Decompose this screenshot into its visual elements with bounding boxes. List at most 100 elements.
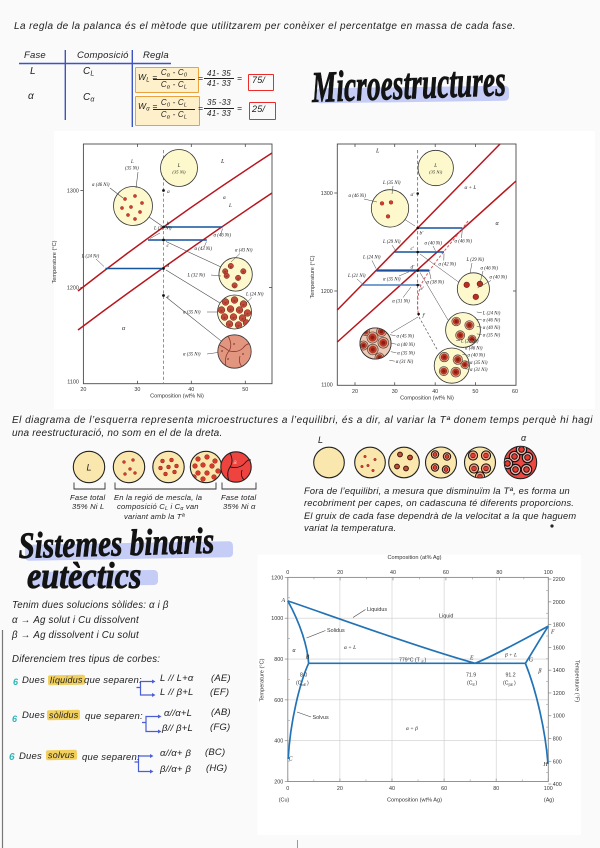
svg-text:α (40 Ni): α (40 Ni) bbox=[397, 343, 415, 348]
svg-text:α: α bbox=[496, 220, 500, 227]
svg-text:α: α bbox=[225, 300, 227, 304]
svg-text:a: a bbox=[233, 460, 237, 466]
svg-text:α (43 Ni): α (43 Ni) bbox=[195, 247, 213, 252]
svg-text:f′: f′ bbox=[423, 312, 426, 319]
svg-text:α (46 Ni): α (46 Ni) bbox=[92, 183, 110, 188]
svg-text:α (45 Ni): α (45 Ni) bbox=[397, 335, 415, 340]
svg-text:20: 20 bbox=[337, 570, 343, 576]
svg-text:800: 800 bbox=[553, 736, 562, 742]
svg-text:L: L bbox=[86, 463, 91, 473]
svg-text:α (40 Ni): α (40 Ni) bbox=[483, 326, 501, 331]
svg-text:α (40 Ni): α (40 Ni) bbox=[425, 242, 443, 247]
svg-text:Solvus: Solvus bbox=[313, 715, 329, 721]
svg-text:α: α bbox=[223, 195, 226, 201]
svg-text:50: 50 bbox=[472, 389, 478, 395]
svg-text:60: 60 bbox=[443, 570, 449, 576]
svg-text:α (40 Ni): α (40 Ni) bbox=[468, 354, 486, 359]
svg-text:1200: 1200 bbox=[67, 286, 79, 292]
svg-text:α (35 Ni): α (35 Ni) bbox=[183, 311, 201, 316]
svg-text:α (35 Ni): α (35 Ni) bbox=[183, 353, 201, 358]
svg-text:Composition (wt% Ni): Composition (wt% Ni) bbox=[400, 396, 454, 402]
svg-text:Composition (wt% Ag): Composition (wt% Ag) bbox=[387, 798, 442, 804]
svg-text:L (24 Ni): L (24 Ni) bbox=[81, 255, 100, 260]
svg-text:30: 30 bbox=[392, 389, 398, 395]
svg-text:L (29 Ni): L (29 Ni) bbox=[466, 258, 485, 263]
svg-text:d: d bbox=[167, 263, 170, 269]
svg-text:a: a bbox=[167, 189, 170, 195]
svg-text:α: α bbox=[224, 315, 226, 319]
svg-text:α: α bbox=[239, 308, 241, 312]
svg-text:α (43 Ni): α (43 Ni) bbox=[235, 249, 253, 254]
svg-text:(35 Ni): (35 Ni) bbox=[125, 167, 139, 172]
svg-text:40: 40 bbox=[390, 570, 396, 576]
svg-text:200: 200 bbox=[274, 780, 283, 786]
svg-text:L (24 Ni): L (24 Ni) bbox=[482, 312, 501, 317]
svg-text:91.2: 91.2 bbox=[506, 673, 516, 679]
svg-text:α: α bbox=[237, 276, 239, 280]
svg-text:100: 100 bbox=[544, 570, 553, 576]
svg-text:779°C (T: 779°C (T bbox=[399, 658, 421, 664]
svg-text:αE: αE bbox=[302, 683, 307, 687]
svg-text:α: α bbox=[224, 270, 226, 274]
svg-text:): ) bbox=[476, 681, 478, 687]
svg-text:E: E bbox=[469, 656, 474, 662]
svg-text:1100: 1100 bbox=[321, 383, 333, 389]
svg-text:Temperature (°C): Temperature (°C) bbox=[260, 658, 266, 701]
svg-text:600: 600 bbox=[274, 698, 283, 704]
svg-text:c: c bbox=[167, 243, 170, 249]
svg-text:α: α bbox=[221, 308, 223, 312]
svg-text:Composition (at% Ag): Composition (at% Ag) bbox=[387, 555, 441, 561]
svg-text:α: α bbox=[292, 648, 296, 654]
svg-text:β: β bbox=[538, 669, 542, 675]
svg-text:α: α bbox=[243, 302, 245, 306]
svg-text:α (40 Ni): α (40 Ni) bbox=[490, 276, 508, 281]
svg-text:L (32 Ni): L (32 Ni) bbox=[153, 227, 172, 232]
svg-text:2200: 2200 bbox=[553, 577, 565, 583]
svg-text:α (46 Ni): α (46 Ni) bbox=[465, 347, 483, 352]
svg-text:α (35 Ni): α (35 Ni) bbox=[470, 361, 488, 366]
svg-text:α (31 Ni): α (31 Ni) bbox=[470, 368, 488, 373]
svg-text:α (35 Ni): α (35 Ni) bbox=[483, 333, 501, 338]
svg-text:L: L bbox=[220, 158, 225, 165]
svg-text:(Cu): (Cu) bbox=[279, 798, 290, 804]
svg-text:α: α bbox=[242, 352, 245, 356]
svg-text:c′: c′ bbox=[411, 246, 415, 252]
svg-text:L: L bbox=[375, 148, 380, 155]
svg-text:Liquid: Liquid bbox=[439, 614, 453, 620]
svg-text:40: 40 bbox=[389, 786, 395, 792]
svg-text:L: L bbox=[433, 164, 437, 169]
svg-text:0: 0 bbox=[286, 570, 289, 576]
svg-text:E: E bbox=[422, 660, 425, 664]
svg-text:600: 600 bbox=[553, 759, 562, 765]
svg-text:α: α bbox=[226, 274, 228, 278]
svg-text:Composition (wt% Ni): Composition (wt% Ni) bbox=[150, 394, 204, 400]
svg-text:Liquidus: Liquidus bbox=[367, 607, 387, 613]
svg-text:60: 60 bbox=[441, 786, 447, 792]
svg-text:α (31 Ni): α (31 Ni) bbox=[396, 360, 414, 365]
svg-text:1300: 1300 bbox=[67, 189, 79, 195]
svg-text:L (24 Ni): L (24 Ni) bbox=[245, 293, 264, 298]
svg-text:L (21 Ni): L (21 Ni) bbox=[347, 274, 366, 279]
svg-text:L: L bbox=[130, 160, 134, 165]
svg-text:1300: 1300 bbox=[321, 191, 333, 197]
svg-text:α (46 Ni): α (46 Ni) bbox=[481, 267, 499, 272]
svg-text:α (46 Ni): α (46 Ni) bbox=[349, 194, 367, 199]
svg-text:(35 Ni): (35 Ni) bbox=[172, 170, 186, 175]
svg-text:Solidus: Solidus bbox=[327, 628, 345, 634]
svg-text:40: 40 bbox=[188, 387, 194, 393]
svg-text:8.0: 8.0 bbox=[300, 673, 307, 679]
svg-text:): ) bbox=[425, 658, 427, 664]
svg-text:400: 400 bbox=[553, 782, 562, 788]
svg-text:G: G bbox=[529, 658, 534, 664]
svg-text:80: 80 bbox=[496, 570, 502, 576]
svg-text:(Ag): (Ag) bbox=[544, 798, 554, 804]
svg-text:Temperature (°C): Temperature (°C) bbox=[310, 255, 316, 298]
svg-text:α: α bbox=[247, 311, 249, 315]
svg-text:1100: 1100 bbox=[67, 380, 79, 386]
svg-text:): ) bbox=[514, 681, 516, 687]
svg-text:L: L bbox=[228, 203, 232, 209]
svg-text:α: α bbox=[229, 322, 231, 326]
svg-text:α + L: α + L bbox=[465, 185, 477, 191]
svg-text:α: α bbox=[233, 342, 236, 346]
svg-text:a′: a′ bbox=[411, 192, 416, 198]
